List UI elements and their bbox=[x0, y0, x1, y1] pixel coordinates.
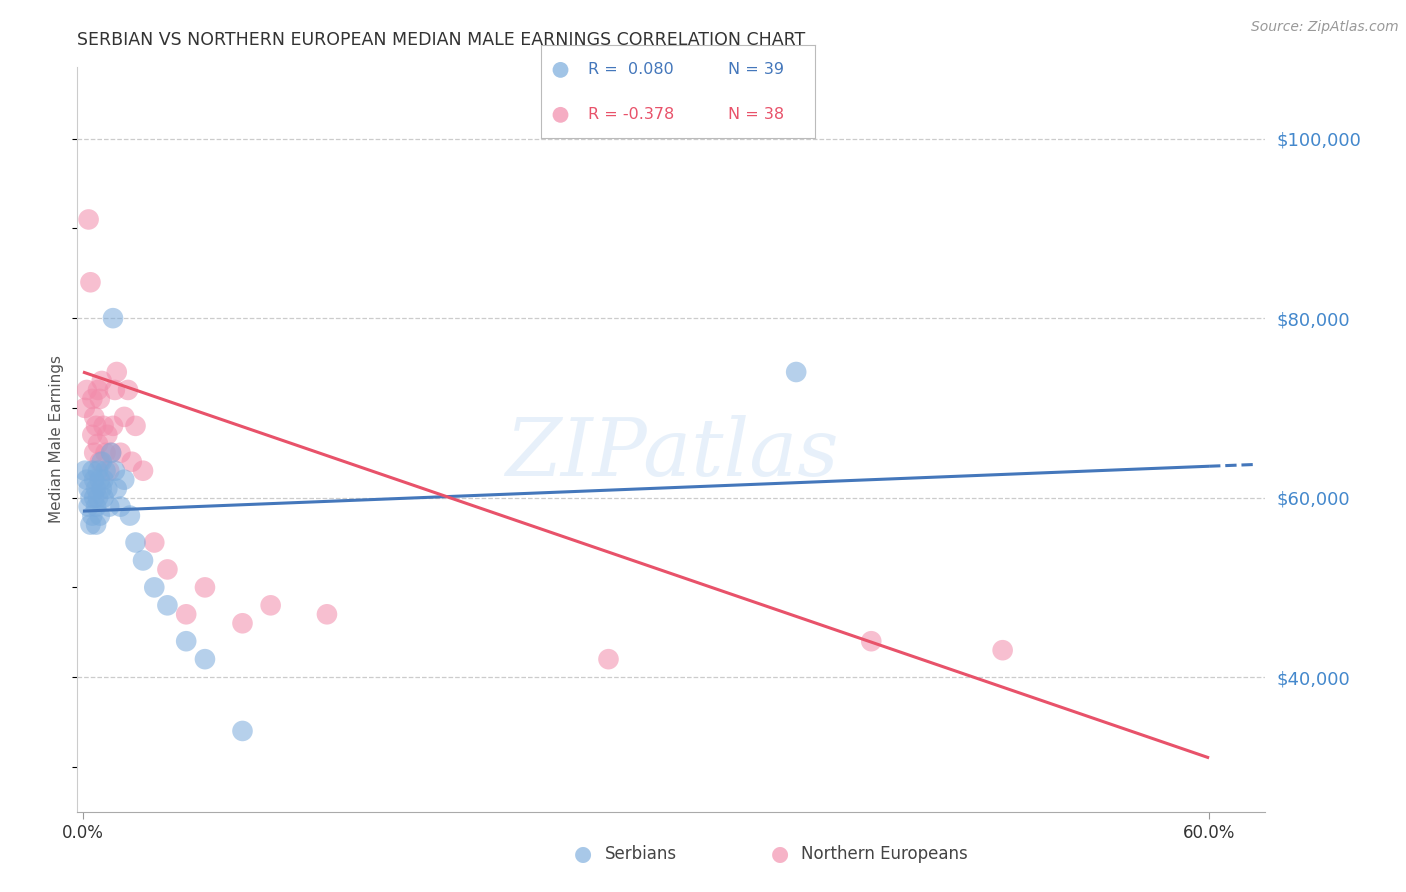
Point bbox=[82, 464, 104, 478]
Point bbox=[83, 409, 105, 424]
Point bbox=[73, 464, 96, 478]
Point bbox=[101, 418, 124, 433]
Point bbox=[550, 108, 572, 122]
Point bbox=[93, 418, 115, 433]
Point bbox=[174, 634, 197, 648]
Point bbox=[79, 517, 101, 532]
Point bbox=[105, 482, 128, 496]
Point bbox=[100, 446, 122, 460]
Point bbox=[77, 212, 100, 227]
Text: ●: ● bbox=[575, 844, 592, 863]
Point bbox=[89, 508, 111, 523]
Point bbox=[156, 562, 179, 576]
Point bbox=[316, 607, 339, 622]
Point bbox=[76, 383, 98, 397]
Point bbox=[124, 418, 146, 433]
Y-axis label: Median Male Earnings: Median Male Earnings bbox=[49, 355, 65, 524]
Point bbox=[132, 553, 155, 567]
Point bbox=[90, 482, 112, 496]
Point bbox=[84, 482, 107, 496]
Point bbox=[110, 500, 132, 514]
Text: N = 38: N = 38 bbox=[728, 107, 785, 122]
Point bbox=[87, 383, 110, 397]
Point bbox=[124, 535, 146, 549]
Point bbox=[93, 473, 115, 487]
Point bbox=[79, 491, 101, 505]
Text: ZIPatlas: ZIPatlas bbox=[505, 416, 838, 493]
Point bbox=[94, 446, 117, 460]
Point bbox=[90, 374, 112, 388]
Point bbox=[121, 455, 143, 469]
Point bbox=[143, 535, 166, 549]
Text: R =  0.080: R = 0.080 bbox=[588, 62, 673, 78]
Point bbox=[143, 580, 166, 594]
Text: Northern Europeans: Northern Europeans bbox=[801, 845, 969, 863]
Point bbox=[89, 392, 111, 406]
Point bbox=[73, 401, 96, 415]
Text: SERBIAN VS NORTHERN EUROPEAN MEDIAN MALE EARNINGS CORRELATION CHART: SERBIAN VS NORTHERN EUROPEAN MEDIAN MALE… bbox=[77, 31, 806, 49]
Point bbox=[83, 491, 105, 505]
Point bbox=[118, 508, 141, 523]
Point bbox=[82, 427, 104, 442]
Point bbox=[110, 446, 132, 460]
Point bbox=[76, 473, 98, 487]
Point bbox=[87, 437, 110, 451]
Point bbox=[98, 500, 121, 514]
Point bbox=[83, 446, 105, 460]
Point bbox=[598, 652, 620, 666]
Text: N = 39: N = 39 bbox=[728, 62, 783, 78]
Point bbox=[89, 455, 111, 469]
Point bbox=[231, 616, 253, 631]
Text: R = -0.378: R = -0.378 bbox=[588, 107, 673, 122]
Point bbox=[194, 580, 217, 594]
Point bbox=[231, 723, 253, 738]
Text: Source: ZipAtlas.com: Source: ZipAtlas.com bbox=[1251, 20, 1399, 34]
Point bbox=[83, 473, 105, 487]
Point bbox=[96, 482, 118, 496]
Point bbox=[82, 392, 104, 406]
Point bbox=[87, 464, 110, 478]
Point bbox=[174, 607, 197, 622]
Point bbox=[991, 643, 1014, 657]
Point bbox=[100, 446, 122, 460]
Text: Serbians: Serbians bbox=[605, 845, 676, 863]
Point bbox=[89, 473, 111, 487]
Point bbox=[77, 500, 100, 514]
Point bbox=[194, 652, 217, 666]
Point bbox=[112, 473, 135, 487]
Point bbox=[860, 634, 883, 648]
Point bbox=[101, 311, 124, 326]
Point bbox=[77, 482, 100, 496]
Point bbox=[132, 464, 155, 478]
Point bbox=[104, 464, 127, 478]
Point bbox=[785, 365, 807, 379]
Point bbox=[98, 464, 121, 478]
Point bbox=[82, 508, 104, 523]
Point bbox=[93, 491, 115, 505]
Point bbox=[87, 491, 110, 505]
Point bbox=[105, 365, 128, 379]
Point bbox=[79, 275, 101, 289]
Point bbox=[84, 500, 107, 514]
Point bbox=[156, 599, 179, 613]
Point bbox=[96, 427, 118, 442]
Point bbox=[117, 383, 139, 397]
Point bbox=[550, 62, 572, 77]
Text: ●: ● bbox=[772, 844, 789, 863]
Point bbox=[104, 383, 127, 397]
Point bbox=[90, 455, 112, 469]
Point bbox=[259, 599, 281, 613]
Point bbox=[84, 517, 107, 532]
Point bbox=[84, 418, 107, 433]
Point bbox=[112, 409, 135, 424]
Point bbox=[94, 464, 117, 478]
